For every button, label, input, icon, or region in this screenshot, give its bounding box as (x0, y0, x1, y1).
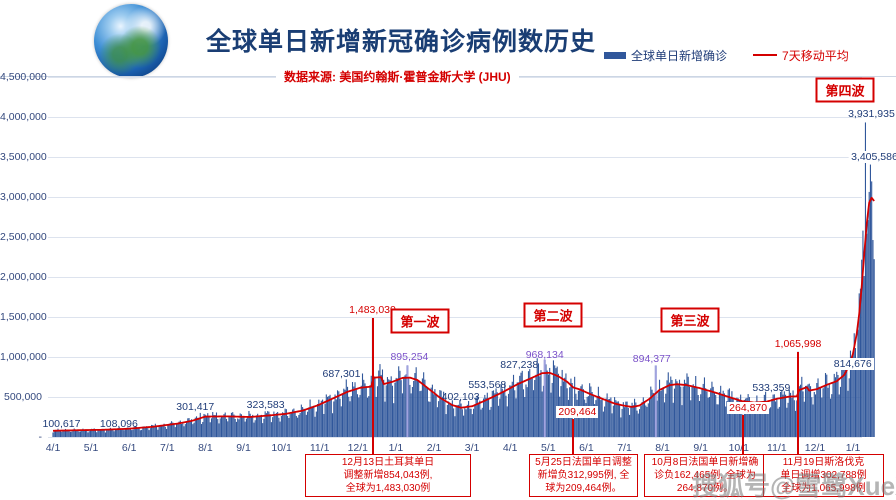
legend-bar-label: 全球单日新增确诊 (631, 48, 728, 63)
x-tick-label: 4/1 (502, 442, 518, 454)
gridline (48, 317, 862, 318)
footnote-line: 264,870例。 (676, 483, 734, 494)
y-tick-label: 1,000,000 (0, 351, 47, 363)
x-tick-label: 12/1 (347, 442, 369, 454)
wave-label: 第四波 (815, 77, 875, 103)
footnote-line: 10月8日法国单日新增确 (651, 457, 759, 468)
x-tick-label: 6/1 (121, 442, 137, 454)
gridline (48, 437, 862, 438)
x-tick-label: 8/1 (198, 442, 213, 454)
y-tick-label: 2,500,000 (0, 231, 47, 243)
x-tick-label: 12/1 (804, 442, 826, 454)
x-tick-label: 3/1 (464, 442, 480, 454)
value-label: 895,254 (390, 351, 429, 364)
moving-average-line (52, 196, 875, 432)
wave-label: 第三波 (660, 307, 720, 333)
x-tick-label: 5/1 (83, 442, 99, 454)
value-label: 1,065,998 (774, 337, 822, 350)
x-tick-label: 6/1 (579, 442, 594, 454)
data-source-label: 数据来源: 美国约翰斯·霍普金斯大学 (JHU) (276, 68, 519, 85)
event-leader-line (742, 415, 744, 454)
value-label: 402,103 (441, 390, 480, 403)
y-tick-label: 4,000,000 (0, 111, 47, 123)
value-label: 100,617 (42, 417, 81, 430)
value-label: 894,377 (632, 353, 671, 366)
y-tick-label: 500,000 (4, 391, 42, 403)
value-label: 108,096 (99, 418, 138, 431)
value-label: 264,870 (727, 401, 770, 414)
y-tick-label: 1,500,000 (0, 311, 47, 323)
value-label: 3,405,586 (849, 150, 896, 163)
footnote-line: 5月25日法国单日调整 (535, 457, 632, 468)
y-tick-label: - (38, 431, 43, 443)
value-label: 814,676 (831, 357, 874, 370)
x-tick-label: 1/1 (388, 442, 404, 454)
earth-globe-icon (94, 4, 168, 78)
value-label: 553,568 (468, 378, 507, 391)
event-leader-line (372, 318, 374, 454)
gridline (48, 197, 862, 198)
value-label: 209,464 (556, 406, 599, 419)
value-label: 3,931,935 (848, 108, 895, 121)
bar-swatch-icon (604, 51, 626, 59)
value-label: 827,238 (500, 358, 539, 371)
footnote-line: 12月13日土耳其单日 (341, 457, 435, 468)
x-tick-label: 2/1 (426, 442, 442, 454)
value-label: 1,483,030 (349, 304, 396, 317)
x-tick-label: 11/1 (309, 442, 330, 454)
x-tick-label: 1/1 (845, 442, 861, 454)
footnote-line: 调整新增854,043例, (343, 470, 433, 481)
x-tick-label: 8/1 (655, 442, 670, 454)
value-label: 968,134 (525, 348, 564, 361)
gridline (48, 397, 862, 398)
legend-item-daily-bars: 全球单日新增确诊 (604, 47, 727, 64)
x-tick-label: 7/1 (617, 442, 632, 454)
y-tick-label: 3,000,000 (0, 191, 47, 203)
footnote-box: 12月13日土耳其单日 调整新增854,043例, 全球为1,483,030例 (305, 454, 471, 497)
y-tick-label: 2,000,000 (0, 271, 47, 283)
event-leader-line (797, 352, 799, 454)
gridline (48, 237, 862, 238)
footnote-line: 诊负162,465例, 全球为 (654, 470, 756, 481)
gridline (48, 157, 862, 158)
footnote-line: 新增负312,995例, 全 (537, 470, 630, 481)
x-tick-label: 10/1 (271, 442, 292, 454)
footnote-line: 全球为1,065,998例 (781, 483, 866, 494)
x-tick-label: 7/1 (159, 442, 175, 454)
wave-label: 第二波 (523, 302, 583, 328)
footnote-line: 单日调增302,788例 (780, 470, 867, 481)
x-tick-label: 9/1 (693, 442, 708, 454)
x-tick-label: 4/1 (45, 442, 61, 454)
gridline (48, 357, 862, 358)
footnote-box: 11月19日斯洛伐克 单日调增302,788例 全球为1,065,998例 (763, 454, 884, 497)
chart-legend: 全球单日新增确诊 7天移动平均 (600, 47, 853, 63)
y-tick-label: 4,500,000 (0, 71, 47, 83)
footnote-line: 全球为1,483,030例 (345, 483, 431, 494)
legend-item-moving-average: 7天移动平均 (753, 47, 849, 64)
gridline (48, 117, 862, 118)
gridline (48, 277, 862, 278)
watermark: 搜狐号@雪鹭XueXiao (692, 471, 896, 500)
value-label: 533,359 (752, 382, 791, 395)
line-swatch-icon (753, 54, 778, 56)
value-label: 301,417 (176, 400, 215, 413)
footnote-line: 球为209,464例。 (545, 483, 622, 494)
event-leader-line (572, 419, 574, 454)
footnote-box: 5月25日法国单日调整 新增负312,995例, 全球为209,464例。 (529, 454, 638, 497)
page-title: 全球单日新增新冠确诊病例数历史 (206, 28, 597, 56)
y-tick-label: 3,500,000 (0, 151, 47, 163)
x-tick-label: 5/1 (540, 442, 556, 454)
value-label: 687,301 (322, 368, 361, 381)
wave-label: 第一波 (390, 308, 450, 334)
x-tick-label: 11/1 (767, 442, 787, 454)
footnote-line: 11月19日斯洛伐克 (782, 457, 865, 468)
value-label: 323,583 (246, 399, 285, 412)
x-tick-label: 9/1 (236, 442, 251, 454)
legend-line-label: 7天移动平均 (782, 48, 849, 63)
